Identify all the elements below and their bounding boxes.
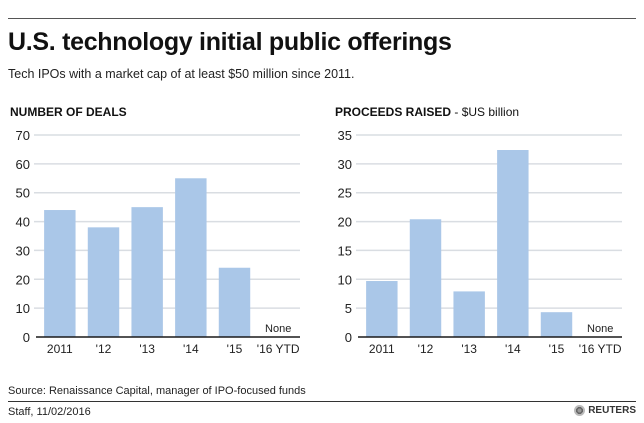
x-tick-label: 2011 xyxy=(47,342,73,356)
top-rule xyxy=(8,18,636,19)
x-tick-label: '14 xyxy=(505,342,521,356)
y-tick-label: 10 xyxy=(338,272,352,287)
chart-title-deals: NUMBER OF DEALS xyxy=(10,105,127,119)
brand: REUTERS xyxy=(574,405,636,416)
y-tick-label: 5 xyxy=(345,301,352,316)
y-tick-label: 50 xyxy=(16,186,30,201)
x-tick-label: '13 xyxy=(139,342,155,356)
x-tick-label: 2011 xyxy=(369,342,395,356)
brand-name: REUTERS xyxy=(588,405,636,416)
bar xyxy=(497,150,529,337)
page-title: U.S. technology initial public offerings xyxy=(8,28,452,56)
x-tick-label: '12 xyxy=(418,342,434,356)
reuters-logo-icon xyxy=(574,405,586,416)
x-tick-label: '16 YTD xyxy=(579,342,622,356)
bar xyxy=(87,227,120,337)
annotation-label: None xyxy=(265,323,291,335)
x-tick-label: '14 xyxy=(183,342,199,356)
x-tick-label: '16 YTD xyxy=(257,342,300,356)
bar xyxy=(131,207,163,337)
y-tick-label: 40 xyxy=(16,215,30,230)
x-tick-label: '15 xyxy=(549,342,565,356)
y-tick-label: 30 xyxy=(16,243,30,258)
proceeds-chart: 0 5 10 15 20 25 30 35 2011 '12 '13 '14 '15 '16 YTD Non… xyxy=(338,128,622,356)
bar xyxy=(44,210,76,337)
y-tick-label: 20 xyxy=(16,272,30,287)
y-tick-label: 10 xyxy=(16,301,30,316)
credit-line: Staff, 11/02/2016 xyxy=(8,406,91,418)
annotation-label: None xyxy=(587,323,613,335)
bar xyxy=(540,312,573,337)
y-tick-label: 35 xyxy=(338,128,352,143)
bar xyxy=(218,267,251,337)
chart-title-deals-text: NUMBER OF DEALS xyxy=(10,105,127,119)
y-tick-label: 70 xyxy=(16,128,30,143)
y-tick-label: 20 xyxy=(338,215,352,230)
chart-title-proceeds: PROCEEDS RAISED - $US billion xyxy=(335,105,519,119)
y-tick-label: 15 xyxy=(338,243,352,258)
bar xyxy=(409,219,442,337)
chart-title-proceeds-text: PROCEEDS RAISED xyxy=(335,105,452,119)
bar xyxy=(175,178,207,337)
source-note: Source: Renaissance Capital, manager of … xyxy=(8,385,306,397)
x-tick-label: '13 xyxy=(461,342,477,356)
y-tick-label: 0 xyxy=(345,330,352,345)
page-subtitle: Tech IPOs with a market cap of at least … xyxy=(8,67,355,81)
y-tick-label: 25 xyxy=(338,186,352,201)
x-tick-label: '15 xyxy=(227,342,243,356)
bar xyxy=(453,291,485,337)
chart-title-proceeds-unit: - $US billion xyxy=(451,105,520,119)
deals-chart: 0 10 20 30 40 50 60 70 2011 '12 '13 '14 '15 '16 YTD No… xyxy=(16,128,300,356)
y-tick-label: 30 xyxy=(338,157,352,172)
y-tick-label: 0 xyxy=(23,330,30,345)
bottom-rule xyxy=(8,401,636,402)
y-tick-label: 60 xyxy=(16,157,30,172)
x-tick-label: '12 xyxy=(96,342,112,356)
bar xyxy=(366,281,398,337)
